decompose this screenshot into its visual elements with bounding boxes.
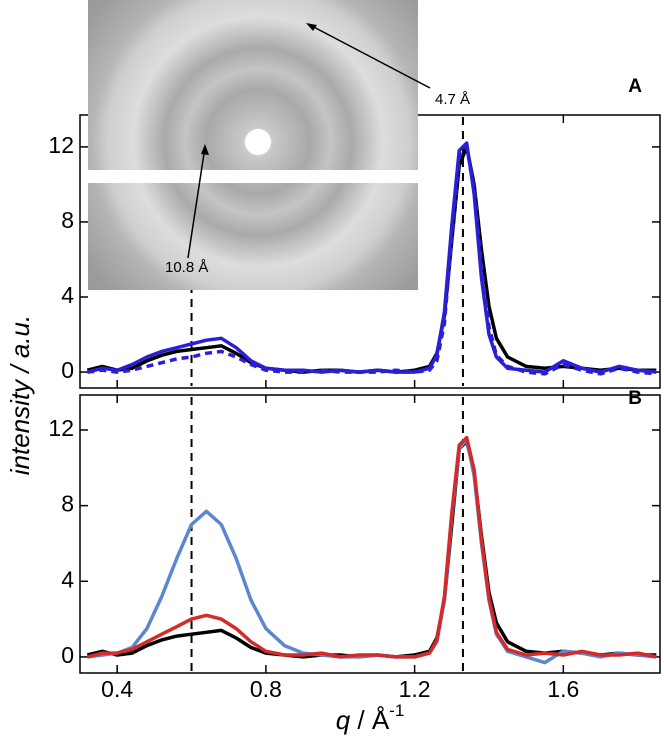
arrow xyxy=(307,23,431,89)
y-tick-label: 12 xyxy=(48,132,74,158)
x-axis-label: q / Å-1 xyxy=(336,701,405,734)
annotation: 4.7 Å xyxy=(435,91,470,108)
x-tick-label: 1.2 xyxy=(399,676,431,702)
x-tick-label: 0.8 xyxy=(250,676,282,702)
plot-frame xyxy=(79,394,661,674)
data-line xyxy=(87,145,657,376)
panel-label: B xyxy=(628,388,642,409)
x-label-exp: -1 xyxy=(389,701,404,720)
y-tick-label: 8 xyxy=(61,207,74,233)
y-tick-label: 4 xyxy=(61,566,74,592)
y-tick-label: 0 xyxy=(61,642,74,668)
inset-gap xyxy=(88,170,418,183)
panel-label: A xyxy=(628,76,642,97)
x-tick-label: 0.4 xyxy=(101,676,133,702)
x-label-unit: / Å xyxy=(350,705,390,735)
beam-stop xyxy=(245,129,271,155)
plots: 0 4 8 12 A 0 4 8 12 0.4 0.8 1.2 1.6 B xyxy=(48,76,661,702)
arrow-head xyxy=(201,144,209,155)
y-tick-label: 0 xyxy=(61,357,74,383)
y-tick-label: 4 xyxy=(61,282,74,308)
arrow xyxy=(187,146,206,259)
y-tick-label: 8 xyxy=(61,491,74,517)
data-line xyxy=(86,435,657,659)
data-line xyxy=(86,439,657,659)
y-tick-label: 12 xyxy=(48,415,74,441)
x-label-var: q xyxy=(336,705,351,735)
arrow-head xyxy=(306,23,317,31)
y-axis-label: intensity / a.u. xyxy=(5,315,35,475)
diffraction-inset: 4.7 Å 10.8 Å xyxy=(88,0,470,290)
annotation: 10.8 Å xyxy=(165,259,208,276)
x-tick-label: 1.6 xyxy=(547,676,579,702)
